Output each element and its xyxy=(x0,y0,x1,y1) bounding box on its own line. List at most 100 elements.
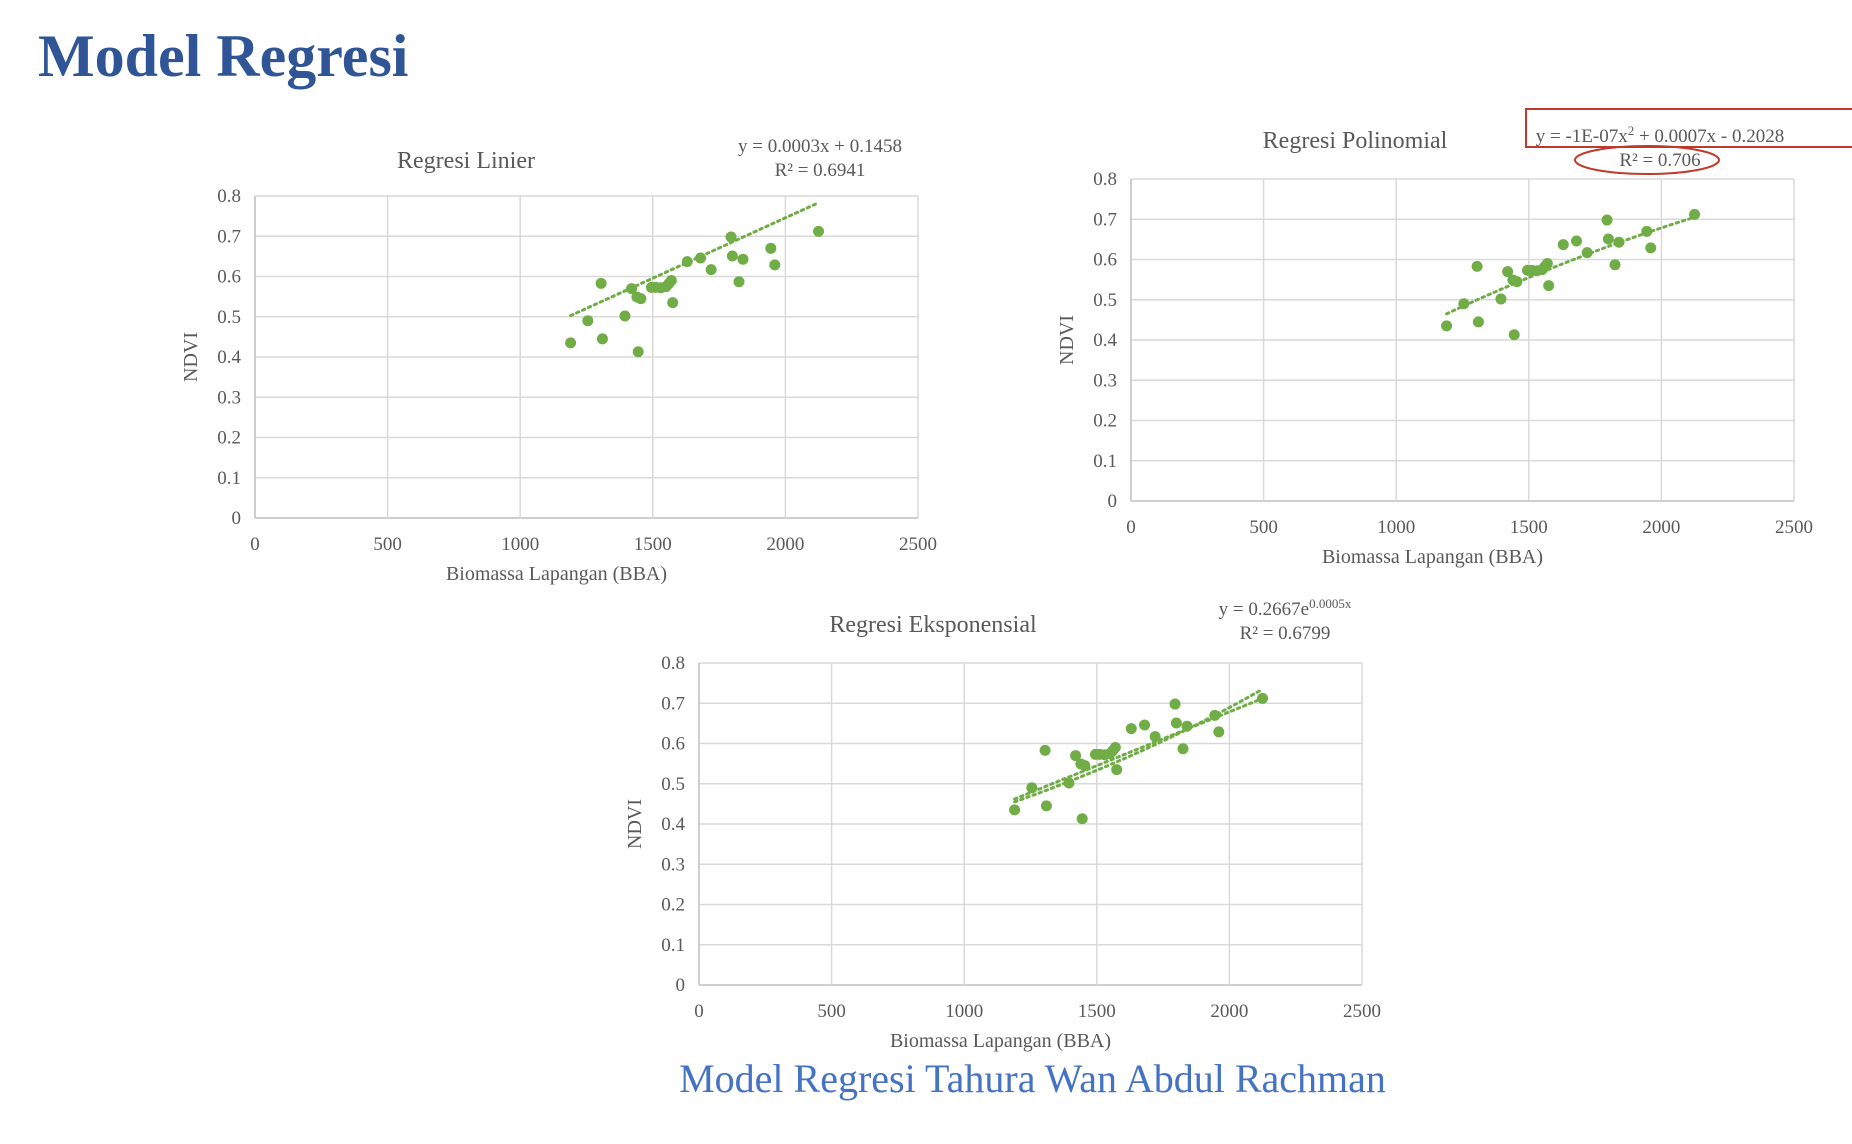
data-point xyxy=(1181,720,1193,732)
y-tick-label: 0.1 xyxy=(661,935,685,956)
x-tick-label: 1000 xyxy=(945,1001,983,1022)
chart-linear-regression: 0 0.1 0.2 0.3 0.4 0.5 0.6 0.7 0.8 0 500 1000 1500 200… xyxy=(180,136,937,585)
chart-title: Regresi Linier xyxy=(397,148,535,174)
data-point xyxy=(1508,329,1520,341)
r-squared-highlight-ellipse xyxy=(1574,145,1720,175)
trendline xyxy=(569,201,821,318)
chart-polynomial-regression: 0 0.1 0.2 0.3 0.4 0.5 0.6 0.7 0.8 0 500 1000 1500 200… xyxy=(1056,108,1852,568)
data-point xyxy=(1641,225,1653,237)
data-point xyxy=(1109,742,1121,754)
y-axis-title: NDVI xyxy=(180,332,202,382)
y-tick-label: 0.3 xyxy=(661,854,685,875)
data-point xyxy=(596,333,608,345)
data-point xyxy=(733,276,745,288)
y-tick-label: 0 xyxy=(1108,491,1118,512)
data-point xyxy=(1511,276,1523,288)
data-point xyxy=(1009,804,1021,816)
y-tick-label: 0.3 xyxy=(1093,370,1117,391)
data-point xyxy=(1149,731,1161,743)
data-point xyxy=(1039,744,1051,756)
chart-title: Regresi Polinomial xyxy=(1263,128,1448,154)
data-point xyxy=(667,297,679,309)
data-point xyxy=(1169,698,1181,710)
data-point xyxy=(565,337,577,349)
data-point xyxy=(1040,800,1052,812)
trendline-linear xyxy=(1013,696,1265,801)
data-point xyxy=(1495,293,1507,305)
data-point xyxy=(1177,743,1189,755)
data-point xyxy=(1111,764,1123,776)
data-point xyxy=(1170,717,1182,729)
data-point xyxy=(1645,242,1657,254)
chart-title: Regresi Eksponensial xyxy=(829,612,1037,638)
data-point xyxy=(1213,726,1225,738)
x-tick-label: 1500 xyxy=(1510,517,1548,538)
x-tick-label: 2500 xyxy=(899,534,937,555)
page-caption: Model Regresi Tahura Wan Abdul Rachman xyxy=(679,1056,1386,1101)
trend-equation: y = 0.2667e0.0005x xyxy=(1219,596,1352,620)
data-point xyxy=(1257,692,1269,704)
y-tick-label: 0.8 xyxy=(217,186,241,207)
data-point xyxy=(1472,316,1484,328)
y-tick-label: 0.2 xyxy=(1093,411,1117,432)
data-point xyxy=(1026,782,1038,794)
equation-highlight-box xyxy=(1525,108,1852,148)
data-point xyxy=(595,277,607,289)
x-tick-label: 1000 xyxy=(1377,517,1415,538)
y-tick-label: 0.4 xyxy=(661,814,685,835)
trendline xyxy=(1445,215,1697,316)
y-axis-title: NDVI xyxy=(624,799,646,849)
data-point xyxy=(582,315,594,327)
trend-equation: y = 0.0003x + 0.1458 xyxy=(738,136,902,157)
r-squared: R² = 0.6799 xyxy=(1240,623,1331,644)
trendline-exponential xyxy=(1013,687,1264,804)
data-point xyxy=(665,275,677,287)
chart-exponential-regression: 0 0.1 0.2 0.3 0.4 0.5 0.6 0.7 0.8 0 500 1000 1500 200… xyxy=(624,596,1381,1052)
data-point xyxy=(1139,719,1151,731)
data-point xyxy=(635,293,647,305)
data-point xyxy=(1581,247,1593,259)
y-tick-label: 0.1 xyxy=(1093,451,1117,472)
data-point xyxy=(705,264,717,276)
x-tick-label: 1000 xyxy=(501,534,539,555)
data-point xyxy=(1458,298,1470,310)
data-point xyxy=(1613,236,1625,248)
data-point xyxy=(1609,259,1621,271)
x-tick-label: 500 xyxy=(817,1001,846,1022)
y-tick-label: 0.2 xyxy=(217,428,241,449)
x-tick-label: 2000 xyxy=(766,534,804,555)
y-tick-label: 0.7 xyxy=(1093,209,1117,230)
y-tick-label: 0.8 xyxy=(661,653,685,674)
x-tick-label: 0 xyxy=(250,534,260,555)
y-tick-label: 0.4 xyxy=(217,347,241,368)
data-point xyxy=(1543,280,1555,292)
y-tick-label: 0.5 xyxy=(661,774,685,795)
data-point xyxy=(1209,709,1221,721)
x-tick-label: 0 xyxy=(694,1001,704,1022)
x-tick-label: 500 xyxy=(373,534,402,555)
data-point xyxy=(632,346,644,358)
data-point xyxy=(737,253,749,265)
y-tick-label: 0.5 xyxy=(1093,290,1117,311)
x-tick-label: 500 xyxy=(1249,517,1278,538)
y-tick-label: 0.4 xyxy=(1093,330,1117,351)
data-point xyxy=(1557,239,1569,251)
data-point xyxy=(626,283,638,295)
y-tick-label: 0.6 xyxy=(217,267,241,288)
y-tick-label: 0.6 xyxy=(1093,250,1117,271)
data-point xyxy=(1602,233,1614,245)
x-tick-label: 0 xyxy=(1126,517,1136,538)
data-point xyxy=(695,252,707,264)
y-tick-label: 0 xyxy=(232,508,242,529)
y-tick-label: 0.1 xyxy=(217,468,241,489)
y-tick-label: 0.7 xyxy=(661,693,685,714)
x-axis-title: Biomassa Lapangan (BBA) xyxy=(890,1030,1111,1052)
x-tick-label: 2000 xyxy=(1642,517,1680,538)
data-point xyxy=(769,259,781,271)
x-tick-label: 2500 xyxy=(1343,1001,1381,1022)
x-tick-label: 2000 xyxy=(1210,1001,1248,1022)
data-point xyxy=(1079,760,1091,772)
data-point xyxy=(1689,208,1701,220)
data-point xyxy=(1070,750,1082,762)
data-point xyxy=(1125,723,1137,735)
